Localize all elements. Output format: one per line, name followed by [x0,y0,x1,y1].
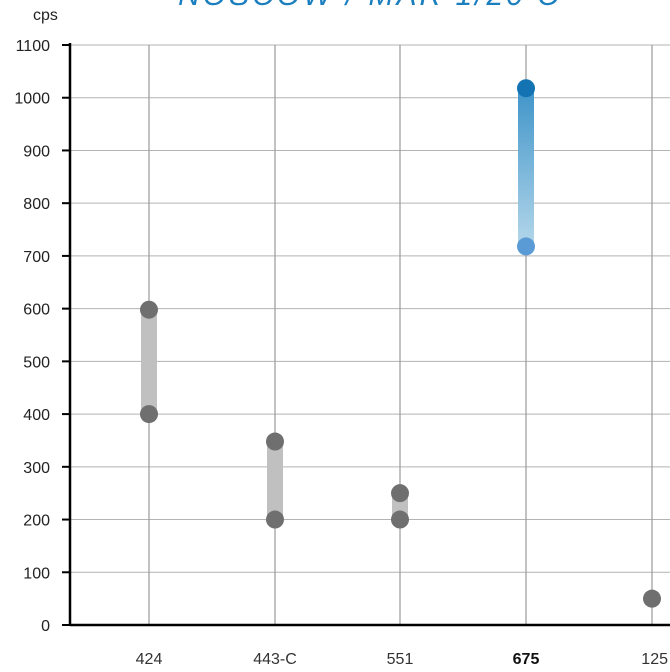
y-tick-label-800: 800 [23,196,50,213]
range-bar-424 [141,309,157,415]
chart-title: NOSCOW / MAR 1/20 C [178,0,562,12]
range-low-point-675 [517,237,535,256]
range-bars [141,88,534,520]
range-high-point-675 [517,79,535,98]
range-point-125 [643,589,661,608]
y-tick-label-0: 0 [41,618,50,635]
x-tick-label-675: 675 [513,651,540,668]
y-tick-label-100: 100 [23,565,50,582]
range-bar-675 [518,88,534,247]
range-low-point-551 [391,510,409,529]
y-tick-labels: 0 100 200 300 400 500 600 700 800 900 1000 1100 [14,38,50,635]
x-tick-label-424: 424 [136,651,163,668]
y-tick-label-700: 700 [23,249,50,266]
y-tick-label-500: 500 [23,354,50,371]
range-low-point-443-C [266,510,284,529]
range-high-point-424 [140,300,158,319]
y-tick-label-900: 900 [23,143,50,160]
x-tick-label-125: 125 [641,651,668,668]
axis-layer [62,43,670,627]
y-tick-label-300: 300 [23,460,50,477]
y-tick-label-400: 400 [23,407,50,424]
y-tick-label-1100: 1100 [16,38,51,55]
range-high-point-443-C [266,432,284,451]
x-tick-label-443-C: 443-C [253,651,297,668]
y-tick-label-600: 600 [23,302,50,319]
x-tick-labels: 424 443-C 551 675 125 [136,651,668,668]
range-points [140,79,661,608]
grid-layer [70,44,670,625]
y-tick-label-200: 200 [23,513,50,530]
range-low-point-424 [140,405,158,424]
range-bar-443-C [267,441,283,520]
range-high-point-551 [391,484,409,503]
y-tick-label-1000: 1000 [14,91,50,108]
y-axis-unit-label: cps [33,7,58,24]
x-tick-label-551: 551 [387,651,414,668]
